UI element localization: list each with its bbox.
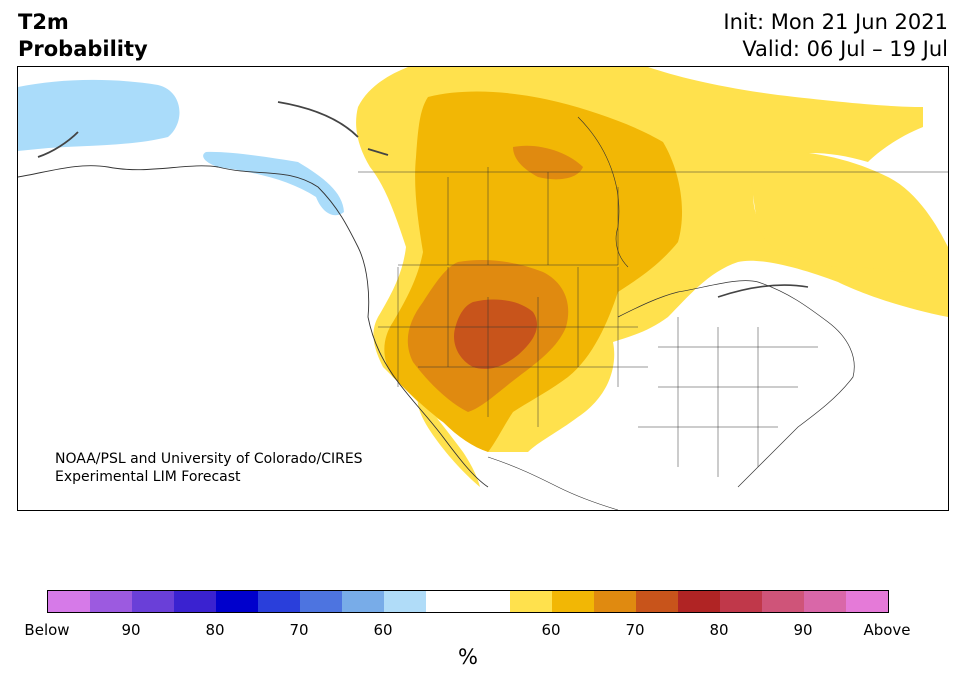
colorbar-segment (510, 591, 552, 612)
yukon-below-region (203, 151, 344, 216)
credit-line-2: Experimental LIM Forecast (55, 469, 241, 485)
title-block-left: T2m Probability (18, 9, 148, 63)
colorbar-segment (636, 591, 678, 612)
map-panel (17, 66, 949, 511)
colorbar-segment (384, 591, 426, 612)
colorbar-segment (258, 591, 300, 612)
credit-line-1: NOAA/PSL and University of Colorado/CIRE… (55, 451, 363, 467)
colorbar-segment (552, 591, 594, 612)
colorbar-unit: % (458, 645, 478, 669)
colorbar-tick-label: 60 (373, 621, 393, 639)
colorbar-tick-label: 60 (541, 621, 561, 639)
colorbar-segment (426, 591, 468, 612)
valid-period: Valid: 06 Jul – 19 Jul (742, 37, 948, 61)
colorbar-tick-label: 80 (709, 621, 729, 639)
colorbar-labels: Below 90 80 70 60 60 70 80 90 Above (0, 621, 959, 641)
credit-text: NOAA/PSL and University of Colorado/CIRE… (55, 450, 363, 486)
colorbar-segment (48, 591, 90, 612)
colorbar-segment (720, 591, 762, 612)
colorbar-segment (468, 591, 510, 612)
colorbar-segment (174, 591, 216, 612)
alaska-below-region (18, 79, 180, 151)
variable-subtitle: Probability (18, 37, 148, 61)
colorbar-tick-label: 70 (625, 621, 645, 639)
colorbar-tick-label: 90 (793, 621, 813, 639)
init-date: Init: Mon 21 Jun 2021 (723, 10, 948, 34)
colorbar-segment (804, 591, 846, 612)
coastline-borders (18, 101, 948, 510)
variable-title: T2m (18, 10, 69, 34)
title-block-right: Init: Mon 21 Jun 2021 Valid: 06 Jul – 19… (723, 9, 948, 63)
colorbar-segment (132, 591, 174, 612)
colorbar-tick-label: 90 (121, 621, 141, 639)
colorbar-segment (846, 591, 888, 612)
above-80-region (453, 299, 538, 369)
colorbar-segment (342, 591, 384, 612)
colorbar (47, 590, 889, 613)
east-canada-above-region (750, 150, 948, 282)
colorbar-tick-label: 70 (289, 621, 309, 639)
colorbar-segment (90, 591, 132, 612)
colorbar-tick-label: 80 (205, 621, 225, 639)
colorbar-segment (300, 591, 342, 612)
colorbar-tick-label: Below (24, 621, 70, 639)
colorbar-segment (678, 591, 720, 612)
probability-map (18, 67, 948, 510)
colorbar-segment (594, 591, 636, 612)
colorbar-segment (216, 591, 258, 612)
colorbar-tick-label: Above (863, 621, 911, 639)
above-70-north-region (513, 145, 583, 180)
colorbar-segment (762, 591, 804, 612)
